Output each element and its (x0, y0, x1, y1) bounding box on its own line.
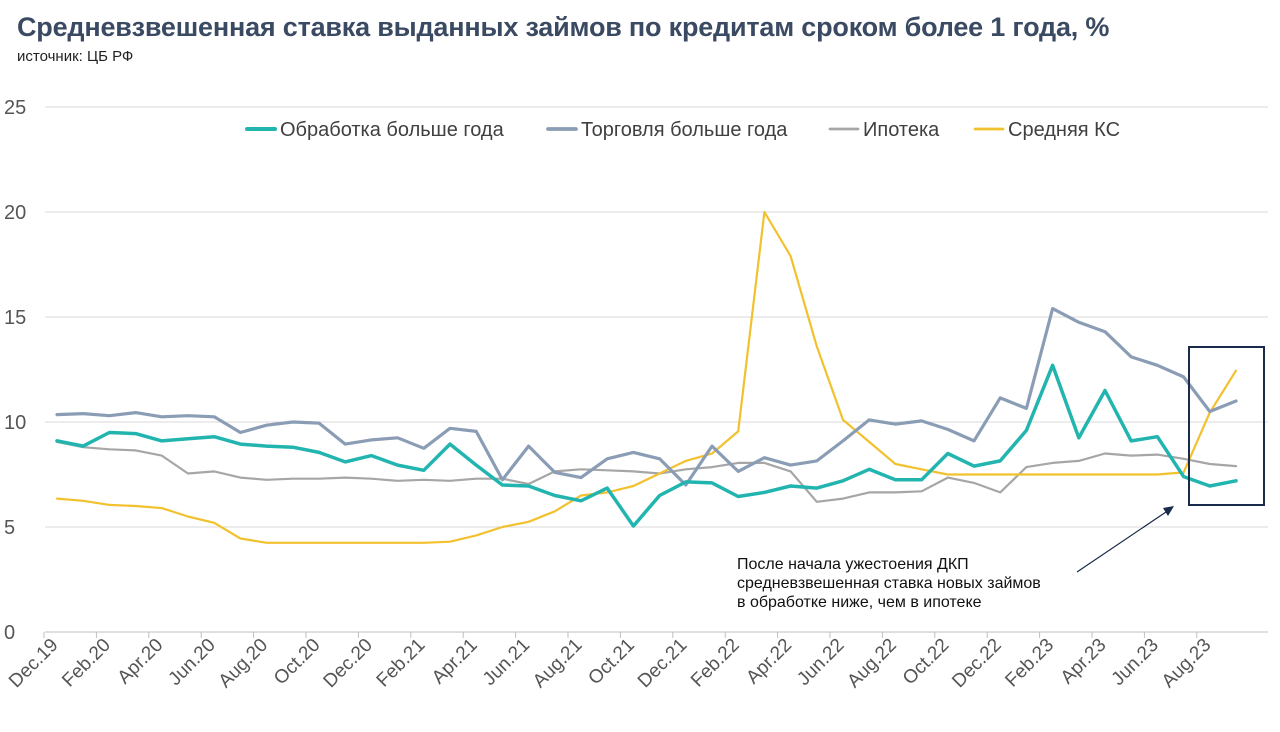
chart-subtitle: источник: ЦБ РФ (17, 48, 134, 65)
grid-lines (45, 106, 1268, 633)
series-lines (55, 210, 1238, 544)
annotation-arrow (1076, 506, 1174, 573)
x-tick-label: Dec.20 (320, 635, 377, 692)
x-tick-label: Apr.20 (114, 635, 168, 689)
x-tick-label: Jun.20 (165, 635, 220, 690)
y-tick-label: 5 (4, 517, 15, 539)
legend-label: Средняя КС (1008, 119, 1120, 141)
x-tick-label: Aug.22 (843, 635, 900, 692)
x-tick-label: Jun.22 (793, 635, 848, 690)
y-axis: 0 5 10 15 20 25 (4, 97, 26, 644)
chart-title: Средневзвешенная ставка выданных займов … (17, 12, 1110, 42)
annotation-note: После начала ужестоения ДКП средневзвеше… (737, 555, 1041, 612)
x-tick-label: Apr.22 (742, 635, 796, 689)
series-line-key-rate (55, 210, 1238, 544)
legend-label: Торговля больше года (581, 119, 788, 141)
x-tick-label: Dec.22 (948, 635, 1005, 692)
x-axis: Dec.19Feb.20Apr.20Jun.20Aug.20Oct.20Dec.… (5, 632, 1215, 692)
x-tick-label: Dec.21 (634, 635, 691, 692)
y-tick-label: 0 (4, 622, 15, 644)
x-tick-label: Feb.23 (1001, 635, 1058, 692)
x-tick-label: Oct.20 (270, 635, 324, 689)
x-tick-label: Oct.22 (899, 635, 953, 689)
annotation-line: средневзвешенная ставка новых займов (737, 575, 1041, 592)
highlight-box (1188, 346, 1265, 506)
x-tick-label: Aug.23 (1158, 635, 1215, 692)
y-tick-label: 10 (4, 412, 26, 434)
x-tick-label: Jun.21 (479, 635, 534, 690)
x-tick-label: Feb.21 (373, 635, 430, 692)
x-tick-label: Aug.20 (215, 635, 272, 692)
legend: Обработка больше года Торговля больше год… (245, 119, 1120, 141)
legend-label: Ипотека (863, 119, 940, 141)
series-line-mortgage (55, 440, 1238, 503)
x-tick-label: Feb.22 (687, 635, 744, 692)
x-tick-label: Jun.23 (1108, 635, 1163, 690)
legend-label: Обработка больше года (280, 119, 505, 141)
y-tick-label: 15 (4, 307, 26, 329)
annotation-line: в обработке ниже, чем в ипотеке (737, 594, 982, 611)
series-line-trade (55, 307, 1238, 487)
y-tick-label: 25 (4, 97, 26, 119)
x-tick-label: Apr.21 (428, 635, 482, 689)
x-tick-label: Oct.21 (584, 635, 638, 689)
x-tick-label: Apr.23 (1057, 635, 1111, 689)
annotation-line: После начала ужестоения ДКП (737, 556, 969, 573)
x-tick-label: Feb.20 (58, 635, 115, 692)
x-tick-label: Aug.21 (529, 635, 586, 692)
y-tick-label: 20 (4, 202, 26, 224)
series-line-processing (55, 363, 1238, 528)
